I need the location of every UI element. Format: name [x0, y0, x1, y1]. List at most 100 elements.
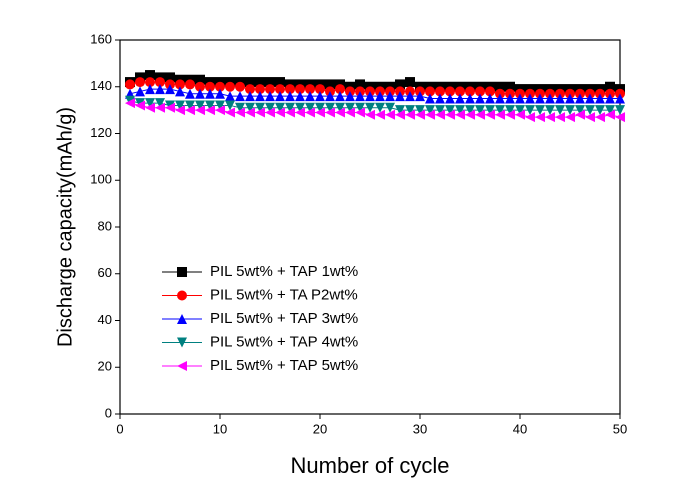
marker — [195, 81, 205, 92]
marker — [125, 79, 135, 90]
marker — [205, 81, 215, 92]
marker — [585, 93, 595, 104]
marker — [405, 91, 415, 102]
marker — [295, 84, 305, 95]
marker — [215, 105, 225, 116]
marker — [335, 107, 345, 118]
marker — [325, 79, 335, 90]
marker — [295, 107, 305, 118]
marker — [205, 105, 215, 116]
marker — [165, 84, 175, 95]
marker — [365, 102, 375, 113]
marker — [455, 86, 465, 97]
marker — [445, 105, 455, 116]
legend-label: PIL 5wt% + TAP 1wt% — [210, 263, 358, 280]
marker — [205, 88, 215, 99]
marker — [335, 91, 345, 102]
x-tick-label: 50 — [613, 421, 627, 436]
marker — [535, 112, 545, 123]
marker — [205, 100, 215, 111]
marker — [275, 91, 285, 102]
marker — [605, 109, 615, 120]
marker — [415, 91, 425, 102]
y-tick-label: 160 — [90, 31, 112, 46]
legend-label: PIL 5wt% + TA P2wt% — [210, 286, 358, 303]
marker — [435, 86, 445, 97]
marker — [425, 93, 435, 104]
y-tick-label: 20 — [98, 359, 112, 374]
marker — [415, 105, 425, 116]
marker — [425, 105, 435, 116]
marker — [505, 81, 515, 92]
marker — [535, 93, 545, 104]
x-tick-label: 30 — [413, 421, 427, 436]
marker — [245, 107, 255, 118]
marker — [455, 93, 465, 104]
marker — [255, 102, 265, 113]
marker — [425, 109, 435, 120]
marker — [345, 107, 355, 118]
marker — [385, 102, 395, 113]
marker — [245, 77, 255, 88]
marker — [215, 88, 225, 99]
marker — [405, 109, 415, 120]
marker — [585, 112, 595, 123]
legend-marker — [177, 337, 187, 348]
marker — [555, 93, 565, 104]
marker — [185, 100, 195, 111]
marker — [605, 81, 615, 92]
marker — [435, 93, 445, 104]
marker — [395, 79, 405, 90]
marker — [255, 107, 265, 118]
marker — [395, 91, 405, 102]
marker — [385, 91, 395, 102]
marker — [155, 98, 165, 109]
y-tick-label: 0 — [105, 405, 112, 420]
marker — [335, 102, 345, 113]
marker — [615, 105, 625, 116]
marker — [195, 105, 205, 116]
marker — [295, 91, 305, 102]
marker — [135, 77, 145, 88]
marker — [145, 102, 155, 113]
marker — [445, 109, 455, 120]
marker — [255, 77, 265, 88]
marker — [265, 102, 275, 113]
marker — [615, 93, 625, 104]
marker — [125, 98, 135, 109]
marker — [215, 81, 225, 92]
marker — [455, 109, 465, 120]
marker — [215, 100, 225, 111]
marker — [375, 102, 385, 113]
marker — [555, 105, 565, 116]
marker — [585, 105, 595, 116]
marker — [505, 93, 515, 104]
marker — [285, 84, 295, 95]
marker — [615, 112, 625, 123]
marker — [285, 102, 295, 113]
marker — [265, 107, 275, 118]
marker — [305, 107, 315, 118]
marker — [285, 107, 295, 118]
legend-marker — [177, 361, 187, 371]
marker — [575, 105, 585, 116]
legend-marker — [177, 290, 187, 301]
marker — [245, 84, 255, 95]
legend-marker — [177, 267, 187, 277]
marker — [175, 79, 185, 90]
marker — [525, 105, 535, 116]
y-tick-label: 80 — [98, 218, 112, 233]
marker — [495, 81, 505, 92]
y-tick-label: 140 — [90, 78, 112, 93]
marker — [555, 112, 565, 123]
marker — [485, 93, 495, 104]
marker — [405, 77, 415, 88]
marker — [495, 93, 505, 104]
y-tick-label: 40 — [98, 312, 112, 327]
legend-label: PIL 5wt% + TAP 3wt% — [210, 310, 358, 327]
marker — [185, 79, 195, 90]
marker — [545, 105, 555, 116]
marker — [455, 105, 465, 116]
marker — [435, 109, 445, 120]
